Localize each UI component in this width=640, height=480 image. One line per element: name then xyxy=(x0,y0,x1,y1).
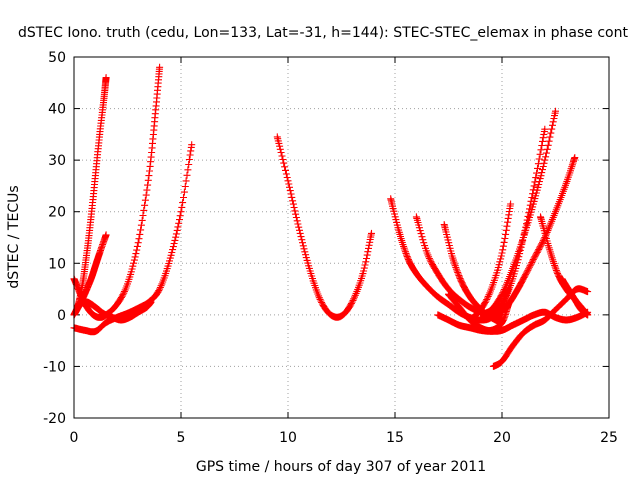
x-axis-label: GPS time / hours of day 307 of year 2011 xyxy=(196,459,486,475)
chart-title: dSTEC Iono. truth (cedu, Lon=133, Lat=-3… xyxy=(18,25,628,41)
y-tick-label: 20 xyxy=(48,205,66,221)
series-markers xyxy=(489,285,592,370)
x-tick-label: 5 xyxy=(177,430,186,446)
x-tick-label: 15 xyxy=(386,430,404,446)
data-points xyxy=(70,63,592,370)
series-markers xyxy=(273,133,375,321)
y-tick-label: 30 xyxy=(48,153,66,169)
y-tick-label: 40 xyxy=(48,102,66,118)
y-tick-label: -10 xyxy=(43,359,66,375)
y-tick-label: 10 xyxy=(48,256,66,272)
x-tick-label: 25 xyxy=(600,430,618,446)
axis-ticks xyxy=(73,56,610,419)
grid xyxy=(74,57,609,418)
y-axis-label: dSTEC / TECUs xyxy=(6,185,22,288)
y-tick-label: 50 xyxy=(48,50,66,66)
x-tick-label: 10 xyxy=(279,430,297,446)
series-markers xyxy=(487,125,549,319)
series-markers xyxy=(434,308,592,335)
y-tick-label: -20 xyxy=(43,411,66,427)
x-tick-label: 0 xyxy=(70,430,79,446)
y-tick-label: 0 xyxy=(57,308,66,324)
x-tick-label: 20 xyxy=(493,430,511,446)
tick-labels: 0 5 10 15 20 25 -20 -10 0 10 20 30 40 50 xyxy=(43,50,618,446)
series-markers xyxy=(466,200,515,324)
series-markers xyxy=(558,275,592,319)
series-markers xyxy=(494,154,579,319)
plot-frame xyxy=(73,56,610,419)
